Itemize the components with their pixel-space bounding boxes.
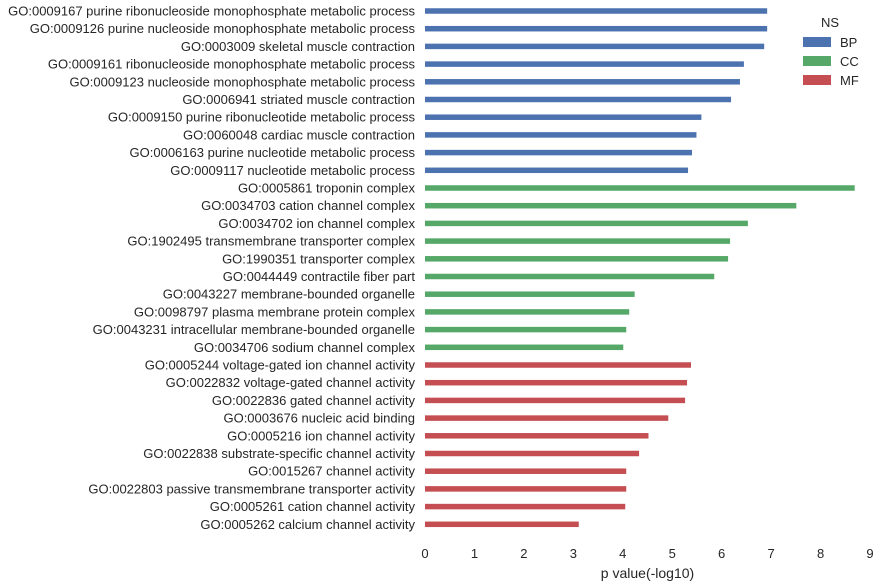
category-label: GO:0009150 purine ribonucleotide metabol… [108, 110, 416, 125]
category-label: GO:0009123 nucleoside monophosphate meta… [70, 74, 416, 89]
x-tick-label: 8 [817, 546, 824, 561]
category-labels: GO:0009167 purine ribonucleoside monopho… [8, 4, 415, 532]
category-label: GO:0043227 membrane-bounded organelle [163, 287, 415, 302]
bar [425, 149, 692, 156]
bar [425, 379, 688, 386]
category-label: GO:0043231 intracellular membrane-bounde… [93, 322, 415, 337]
x-tick-label: 2 [520, 546, 527, 561]
category-label: GO:0005261 cation channel activity [210, 499, 416, 514]
category-label: GO:0034703 cation channel complex [201, 198, 415, 213]
bar [425, 43, 765, 50]
legend: NS BP CC MF [803, 15, 859, 88]
bar [425, 167, 689, 174]
bar [425, 114, 702, 120]
category-label: GO:0003009 skeletal muscle contraction [181, 39, 415, 54]
bar [425, 185, 855, 191]
bar [425, 397, 686, 404]
category-label: GO:0034706 sodium channel complex [194, 340, 416, 355]
category-label: GO:0009117 nucleotide metabolic process [170, 163, 415, 178]
bar [425, 202, 797, 209]
category-label: GO:1990351 transporter complex [222, 251, 415, 266]
category-label: GO:0009167 purine ribonucleoside monopho… [8, 4, 415, 19]
bar [425, 132, 697, 138]
bar [425, 256, 729, 262]
bar [425, 61, 744, 67]
legend-label: BP [840, 35, 857, 50]
category-label: GO:0022803 passive transmembrane transpo… [88, 481, 415, 496]
bar [425, 25, 768, 32]
x-tick-label: 6 [718, 546, 725, 561]
x-tick-label: 9 [866, 546, 873, 561]
legend-swatch [803, 56, 831, 66]
category-label: GO:0015267 channel activity [248, 464, 415, 479]
x-tick-label: 1 [471, 546, 478, 561]
category-label: GO:0006941 striated muscle contraction [182, 92, 415, 107]
bar [425, 291, 635, 297]
x-tick-label: 7 [767, 546, 774, 561]
category-label: GO:0044449 contractile fiber part [223, 269, 416, 284]
category-label: GO:0003676 nucleic acid binding [223, 411, 415, 426]
category-label: GO:0022832 voltage-gated channel activit… [166, 375, 416, 390]
bar [425, 309, 630, 315]
category-label: GO:0005244 voltage-gated ion channel act… [145, 358, 416, 373]
bar [425, 79, 740, 85]
bar [425, 362, 692, 368]
bar [425, 273, 715, 280]
category-label: GO:0009126 purine nucleoside monophospha… [30, 21, 416, 36]
category-label: GO:0005861 troponin complex [238, 181, 416, 196]
category-label: GO:0005216 ion channel activity [227, 428, 415, 443]
x-tick-label: 3 [570, 546, 577, 561]
bar [425, 486, 627, 492]
bar [425, 450, 640, 457]
category-label: GO:0098797 plasma membrane protein compl… [134, 304, 416, 319]
category-label: GO:0034702 ion channel complex [218, 216, 415, 231]
bars-layer [425, 8, 855, 528]
bar [425, 415, 669, 421]
bar [425, 8, 768, 14]
bar [425, 326, 627, 333]
bar [425, 468, 627, 474]
x-tick-label: 4 [619, 546, 626, 561]
bar [425, 96, 732, 103]
bar [425, 433, 649, 439]
category-label: GO:0006163 purine nucleotide metabolic p… [130, 145, 416, 160]
legend-label: CC [840, 54, 859, 69]
category-label: GO:0022838 substrate-specific channel ac… [143, 446, 415, 461]
category-label: GO:0005262 calcium channel activity [200, 517, 415, 532]
category-label: GO:0060048 cardiac muscle contraction [183, 127, 415, 142]
bar [425, 521, 579, 528]
legend-title: NS [821, 15, 839, 30]
legend-swatch [803, 75, 831, 85]
x-axis-title: p value(-log10) [601, 565, 694, 581]
bar [425, 238, 731, 244]
bar [425, 220, 748, 227]
bar [425, 344, 624, 351]
category-label: GO:0022836 gated channel activity [212, 393, 416, 408]
category-label: GO:0009161 ribonucleoside monophosphate … [48, 57, 416, 72]
x-tick-label: 5 [669, 546, 676, 561]
x-tick-label: 0 [421, 546, 428, 561]
category-label: GO:1902495 transmembrane transporter com… [127, 234, 415, 249]
legend-swatch [803, 37, 831, 47]
bar [425, 503, 626, 510]
x-axis-ticks: 0 1 2 3 4 5 6 7 8 9 [421, 546, 873, 561]
legend-label: MF [840, 73, 859, 88]
